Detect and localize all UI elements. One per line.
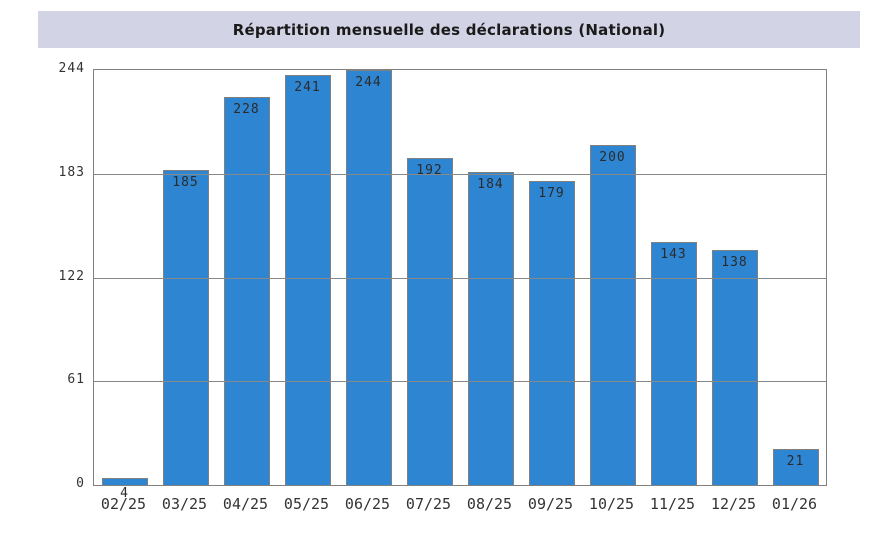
chart-title-banner: Répartition mensuelle des déclarations (… — [38, 11, 860, 48]
x-axis-tick-05/25: 05/25 — [283, 495, 330, 513]
y-axis-tick-183: 183 — [58, 165, 85, 180]
bar-value-label: 143 — [660, 247, 687, 262]
bar-slot-04/25: 228 — [216, 70, 277, 485]
x-axis-tick-04/25: 04/25 — [222, 495, 269, 513]
bar-value-label: 200 — [599, 150, 626, 165]
bar-01/26: 21 — [772, 449, 819, 485]
bar-value-label: 185 — [172, 175, 199, 190]
bar-slot-06/25: 244 — [338, 70, 399, 485]
bar-slot-12/25: 138 — [704, 70, 765, 485]
bar-value-label: 228 — [233, 102, 260, 117]
bar-06/25: 244 — [345, 70, 392, 485]
bar-11/25: 143 — [650, 242, 697, 485]
y-axis-tick-244: 244 — [58, 61, 85, 76]
bar-12/25: 138 — [711, 250, 758, 485]
bar-value-label: 192 — [416, 163, 443, 178]
bar-slot-07/25: 192 — [399, 70, 460, 485]
x-axis-tick-10/25: 10/25 — [588, 495, 635, 513]
bar-value-label: 184 — [477, 177, 504, 192]
bar-value-label: 138 — [721, 255, 748, 270]
bar-value-label: 21 — [786, 454, 805, 469]
bar-slot-11/25: 143 — [643, 70, 704, 485]
x-axis-tick-01/26: 01/26 — [771, 495, 818, 513]
y-axis-tick-0: 0 — [76, 476, 85, 491]
bar-slot-02/25: 4 — [94, 70, 155, 501]
gridline-y-61 — [94, 381, 826, 382]
y-axis-tick-122: 122 — [58, 269, 85, 284]
bar-07/25: 192 — [406, 158, 453, 485]
bar-value-label: 179 — [538, 186, 565, 201]
bar-04/25: 228 — [223, 97, 270, 485]
bar-value-label: 244 — [355, 75, 382, 90]
bar-value-label: 241 — [294, 80, 321, 95]
bar-series: 4 185 228 241 244 192 184 179 200 143 138 21 — [94, 70, 826, 501]
bar-10/25: 200 — [589, 145, 636, 485]
x-axis-tick-08/25: 08/25 — [466, 495, 513, 513]
bar-09/25: 179 — [528, 181, 575, 485]
plot-area: 4 185 228 241 244 192 184 179 200 143 138 21 — [93, 69, 827, 501]
bar-08/25: 184 — [467, 172, 514, 485]
chart-title: Répartition mensuelle des déclarations (… — [232, 20, 666, 39]
bar-03/25: 185 — [162, 170, 209, 485]
x-axis-tick-06/25: 06/25 — [344, 495, 391, 513]
x-axis-tick-02/25: 02/25 — [100, 495, 147, 513]
bar-slot-09/25: 179 — [521, 70, 582, 485]
bar-slot-01/26: 21 — [765, 70, 826, 485]
x-axis-tick-03/25: 03/25 — [161, 495, 208, 513]
x-axis-tick-09/25: 09/25 — [527, 495, 574, 513]
x-axis-tick-12/25: 12/25 — [710, 495, 757, 513]
x-axis-tick-11/25: 11/25 — [649, 495, 696, 513]
x-axis-tick-07/25: 07/25 — [405, 495, 452, 513]
bar-slot-08/25: 184 — [460, 70, 521, 485]
bar-value-label: 4 — [120, 486, 129, 501]
y-axis-tick-61: 61 — [67, 372, 85, 387]
gridline-y-183 — [94, 174, 826, 175]
bar-slot-03/25: 185 — [155, 70, 216, 485]
bar-slot-10/25: 200 — [582, 70, 643, 485]
bar-slot-05/25: 241 — [277, 70, 338, 485]
gridline-y-122 — [94, 278, 826, 279]
bar-02/25: 4 — [101, 478, 148, 501]
bar-05/25: 241 — [284, 75, 331, 485]
